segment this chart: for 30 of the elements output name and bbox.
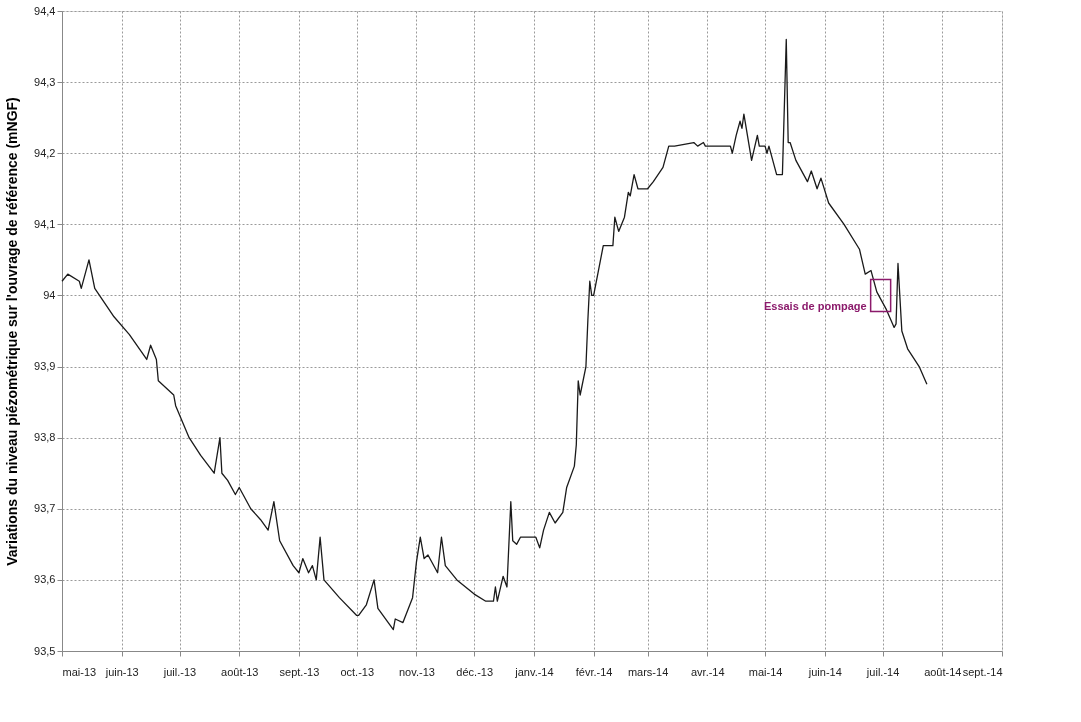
x-tick-label: nov.-13 [398, 665, 435, 678]
x-tick-label: sept.-14 [962, 665, 1003, 678]
line-series [61, 38, 928, 631]
x-tick-label: juin-13 [104, 665, 139, 678]
x-tick-label: mai-13 [62, 665, 97, 678]
y-tick-label: 93,9 [34, 360, 56, 373]
y-axis-title: Variations du niveau piézométrique sur l'ouvrage de référence (mNGF) [4, 97, 21, 566]
y-tick-label: 93,5 [34, 644, 56, 657]
x-tick-label: sept.-13 [279, 665, 320, 678]
x-tick-label: févr.-14 [575, 665, 613, 678]
y-tick-label: 94,2 [34, 146, 56, 159]
x-tick-label: mars-14 [627, 665, 669, 678]
y-tick-label: 94 [43, 288, 56, 301]
y-tick-label: 94,3 [34, 75, 56, 88]
x-tick-label: oct.-13 [340, 665, 375, 678]
x-tick-label: août-14 [924, 665, 962, 678]
annotation: Essais de pompage [763, 300, 867, 313]
x-tick-label: janv.-14 [514, 665, 554, 678]
y-tick-label: 94,4 [34, 4, 56, 17]
y-tick-label: 94,1 [34, 217, 56, 230]
x-tick-label: juil.-13 [162, 665, 197, 678]
y-tick-label: 93,6 [34, 573, 56, 586]
x-tick-label: juin-14 [807, 665, 842, 678]
y-tick-label: 93,8 [34, 431, 56, 444]
x-tick-label: mai-14 [748, 665, 783, 678]
x-tick-label: juil.-14 [865, 665, 900, 678]
x-tick-label: déc.-13 [456, 665, 494, 678]
y-tick-label: 93,7 [34, 502, 56, 515]
x-tick-label: août-13 [221, 665, 259, 678]
x-tick-label: avr.-14 [690, 665, 725, 678]
